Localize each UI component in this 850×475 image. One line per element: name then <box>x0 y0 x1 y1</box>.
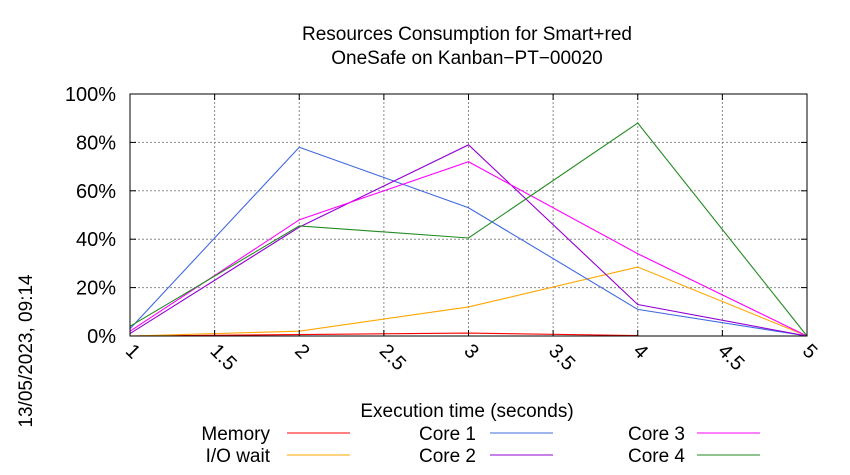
x-tick-label: 1.5 <box>206 340 241 375</box>
y-tick-label: 20% <box>76 278 116 300</box>
legend-label-core-1: Core 1 <box>419 424 476 445</box>
x-tick-label: 3 <box>459 340 482 363</box>
y-tick-label: 80% <box>76 132 116 154</box>
legend-label-memory: Memory <box>201 424 270 445</box>
x-tick-label: 4 <box>629 340 652 363</box>
legend-label-i-o-wait: I/O wait <box>206 446 271 467</box>
grid <box>130 94 807 336</box>
legend-label-core-3: Core 3 <box>628 424 685 445</box>
legend-label-core-4: Core 4 <box>628 446 685 467</box>
series-line-core-2 <box>129 144 808 337</box>
x-tick-label: 5 <box>798 340 821 363</box>
y-tick-label: 0% <box>87 326 116 348</box>
axis-ticks: 0% 20% 40% 60% 80% 100% 1 1.5 2 2.5 3 3.5 4 4.5 5 <box>65 84 822 375</box>
x-tick-label: 2 <box>290 340 313 363</box>
legend-label-core-2: Core 2 <box>419 446 476 467</box>
x-axis-label: Execution time (seconds) <box>360 401 573 422</box>
x-tick-label: 1 <box>121 340 144 363</box>
chart-title-line-1: Resources Consumption for Smart+red <box>302 24 632 45</box>
x-tick-label: 4.5 <box>713 340 748 375</box>
y-tick-label: 60% <box>76 181 116 203</box>
x-tick-label: 2.5 <box>375 340 410 375</box>
series-line-i-o-wait <box>129 266 808 337</box>
series-line-core-4 <box>129 122 808 337</box>
y-tick-label: 100% <box>65 84 116 106</box>
series-line-core-3 <box>129 161 808 337</box>
timestamp-label: 13/05/2023, 09:14 <box>16 274 37 428</box>
series-line-core-1 <box>129 146 808 337</box>
x-tick-label: 3.5 <box>544 340 579 375</box>
chart-title-line-2: OneSafe on Kanban−PT−00020 <box>331 48 603 69</box>
y-tick-label: 40% <box>76 229 116 251</box>
